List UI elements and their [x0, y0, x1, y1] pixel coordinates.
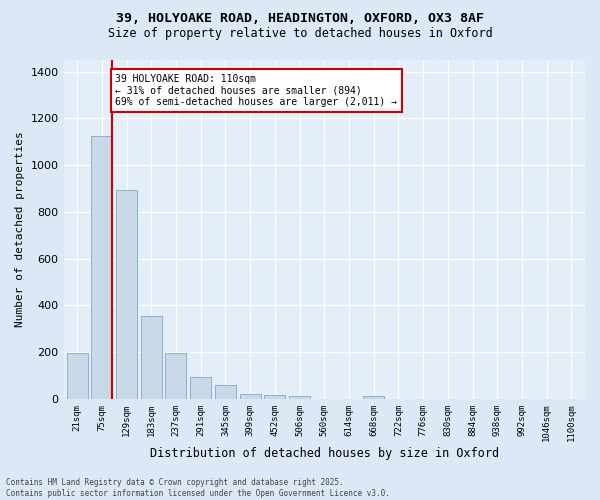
Bar	[289, 396, 310, 399]
Bar	[91, 136, 112, 399]
Text: 39, HOLYOAKE ROAD, HEADINGTON, OXFORD, OX3 8AF: 39, HOLYOAKE ROAD, HEADINGTON, OXFORD, O…	[116, 12, 484, 26]
Bar	[363, 396, 384, 399]
Bar	[239, 394, 260, 399]
Bar	[265, 395, 286, 399]
X-axis label: Distribution of detached houses by size in Oxford: Distribution of detached houses by size …	[150, 447, 499, 460]
Bar	[67, 353, 88, 399]
Bar	[116, 190, 137, 399]
Y-axis label: Number of detached properties: Number of detached properties	[15, 132, 25, 328]
Text: Contains HM Land Registry data © Crown copyright and database right 2025.
Contai: Contains HM Land Registry data © Crown c…	[6, 478, 390, 498]
Bar	[166, 353, 187, 399]
Text: Size of property relative to detached houses in Oxford: Size of property relative to detached ho…	[107, 28, 493, 40]
Bar	[215, 386, 236, 399]
Bar	[190, 377, 211, 399]
Text: 39 HOLYOAKE ROAD: 110sqm
← 31% of detached houses are smaller (894)
69% of semi-: 39 HOLYOAKE ROAD: 110sqm ← 31% of detach…	[115, 74, 397, 107]
Bar	[141, 316, 162, 399]
